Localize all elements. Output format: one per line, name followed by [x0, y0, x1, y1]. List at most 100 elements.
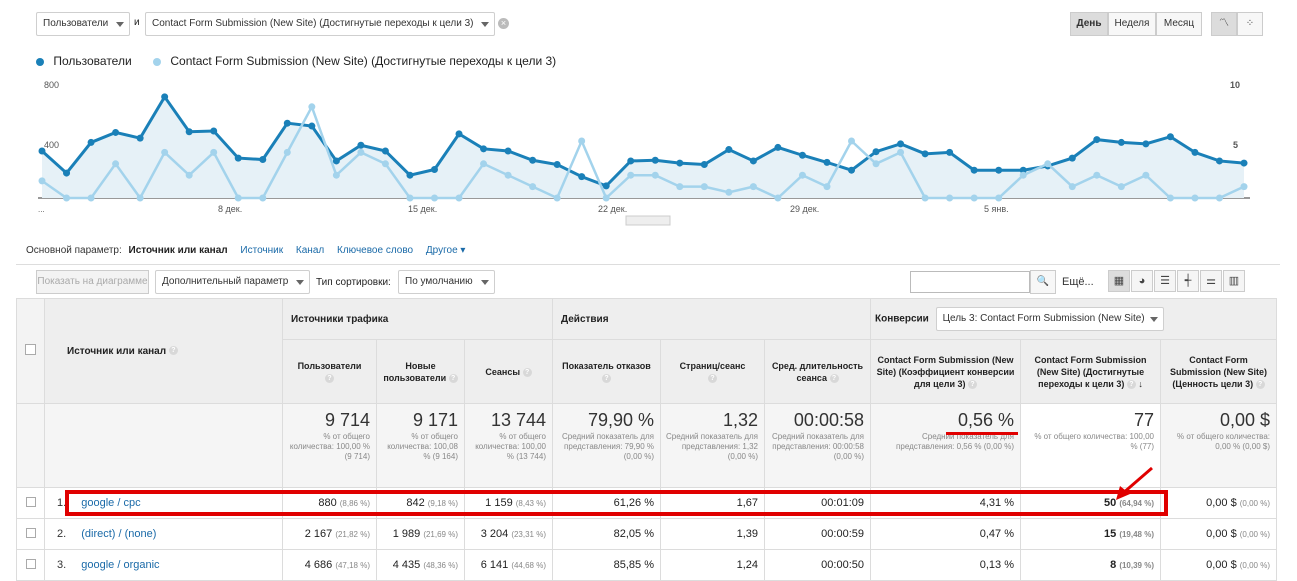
- data-point: [112, 128, 120, 136]
- row-checkbox[interactable]: [25, 527, 36, 538]
- data-point: [185, 171, 193, 179]
- total-value: 00:00:58: [793, 410, 864, 430]
- cell: 0,00 $: [1206, 528, 1237, 540]
- cell-pct: (0,00 %): [1239, 561, 1270, 570]
- search-input[interactable]: [910, 271, 1030, 293]
- cell-pct: (64,94 %): [1119, 499, 1154, 508]
- chevron-down-icon: [481, 280, 489, 285]
- data-point: [308, 103, 316, 111]
- close-icon[interactable]: ×: [498, 18, 509, 29]
- line-chart-icon[interactable]: 〽: [1211, 12, 1237, 36]
- table-row: 2. (direct) / (none) 2 167 (21,82 %) 1 9…: [16, 518, 1277, 550]
- data-point: [529, 183, 537, 191]
- select-all-checkbox[interactable]: [25, 344, 36, 355]
- col-sessions[interactable]: Сеансы ?: [464, 339, 553, 404]
- chart-collapse-handle[interactable]: [625, 215, 671, 226]
- data-point: [823, 183, 831, 191]
- highlight-underline: [946, 432, 1018, 435]
- goal-line: [41, 103, 1245, 201]
- period-week-button[interactable]: Неделя: [1108, 12, 1156, 36]
- data-point: [651, 156, 659, 164]
- col-goal-conv-rate[interactable]: Contact Form Submission (New Site) (Коэф…: [870, 339, 1021, 404]
- plot-rows-button[interactable]: Показать на диаграмме: [36, 270, 149, 294]
- data-point: [627, 171, 635, 179]
- tab-keyword[interactable]: Ключевое слово: [337, 245, 414, 256]
- sort-type-select[interactable]: По умолчанию: [398, 270, 495, 294]
- bar-view-icon[interactable]: ☰: [1154, 270, 1176, 292]
- help-icon[interactable]: ?: [602, 373, 611, 383]
- secondary-dimension-select[interactable]: Дополнительный параметр: [155, 270, 310, 294]
- search-icon[interactable]: 🔍: [1030, 270, 1056, 294]
- tab-other[interactable]: Другое ▾: [425, 245, 466, 256]
- col-pages-per-session[interactable]: Страниц/сеанс?: [660, 339, 765, 404]
- compare-view-icon[interactable]: ┽: [1177, 270, 1199, 292]
- help-icon[interactable]: ?: [325, 373, 334, 383]
- cell-pct: (21,69 %): [423, 530, 458, 539]
- help-icon[interactable]: ?: [168, 346, 178, 356]
- terms-view-icon[interactable]: ⚌: [1200, 270, 1222, 292]
- data-point: [161, 148, 169, 156]
- col-new-users[interactable]: Новые пользователи ?: [376, 339, 465, 404]
- col-label: Пользователи: [297, 360, 362, 371]
- row-checkbox[interactable]: [25, 496, 36, 507]
- data-point: [1215, 157, 1223, 165]
- col-goal-completions[interactable]: Contact Form Submission (New Site) (Дост…: [1020, 339, 1161, 404]
- data-point: [578, 173, 586, 181]
- data-point: [700, 161, 708, 169]
- row-name-link[interactable]: google / organic: [81, 559, 160, 571]
- metric1-label: Пользователи: [43, 18, 109, 29]
- period-day-button[interactable]: День: [1070, 12, 1108, 36]
- data-point: [602, 182, 610, 190]
- period-month-button[interactable]: Месяц: [1156, 12, 1202, 36]
- data-point: [332, 171, 340, 179]
- col-label: Новые пользователи: [383, 360, 447, 383]
- row-name-link[interactable]: (direct) / (none): [81, 528, 157, 540]
- help-icon[interactable]: ?: [522, 367, 532, 377]
- cell: 3 204: [480, 528, 509, 540]
- secondary-label: Дополнительный параметр: [162, 276, 289, 287]
- pivot-view-icon[interactable]: ▥: [1223, 270, 1245, 292]
- dimension-header[interactable]: Источник или канал: [67, 345, 167, 357]
- data-point: [381, 147, 389, 155]
- total-sub: % от общего количества: 100,00 % (9 714): [289, 432, 370, 461]
- tab-source[interactable]: Источник: [240, 245, 284, 256]
- row-checkbox[interactable]: [25, 558, 36, 569]
- row-name-link[interactable]: google / cpc: [81, 497, 141, 509]
- tab-source-medium[interactable]: Источник или канал: [128, 245, 228, 256]
- metric2-select[interactable]: Contact Form Submission (New Site) (Дост…: [145, 12, 495, 36]
- metric1-select[interactable]: Пользователи: [36, 12, 130, 36]
- data-point: [921, 150, 929, 158]
- data-point: [63, 194, 71, 202]
- motion-chart-icon[interactable]: ⁘: [1237, 12, 1263, 36]
- col-avg-duration[interactable]: Сред. длительность сеанса ?: [764, 339, 871, 404]
- total-value: 9 171: [412, 410, 458, 430]
- help-icon[interactable]: ?: [448, 373, 458, 383]
- help-icon[interactable]: ?: [829, 373, 839, 383]
- data-point: [897, 140, 905, 148]
- primary-dim-label: Основной параметр:: [26, 245, 122, 256]
- more-link[interactable]: Ещё...: [1062, 276, 1094, 288]
- data-point: [381, 160, 389, 168]
- x-tick: 5 янв.: [984, 204, 1009, 214]
- help-icon[interactable]: ?: [968, 379, 977, 389]
- col-goal-value[interactable]: Contact Form Submission (New Site) (Ценн…: [1160, 339, 1277, 404]
- goal-select[interactable]: Цель 3: Contact Form Submission (New Sit…: [935, 307, 1164, 331]
- data-point: [921, 194, 929, 202]
- cell-pct: (47,18 %): [335, 561, 370, 570]
- data-point: [357, 141, 365, 149]
- pie-view-icon[interactable]: ◕: [1131, 270, 1153, 292]
- data-point: [136, 134, 144, 142]
- help-icon[interactable]: ?: [1126, 379, 1136, 389]
- data-point: [946, 194, 954, 202]
- help-icon[interactable]: ?: [708, 373, 717, 383]
- tab-medium[interactable]: Канал: [295, 245, 325, 256]
- col-users[interactable]: Пользователи?: [282, 339, 377, 404]
- table-view-icon[interactable]: ▦: [1108, 270, 1130, 292]
- x-tick: 15 дек.: [408, 204, 437, 214]
- help-icon[interactable]: ?: [1255, 379, 1265, 389]
- users-area: [42, 96, 1244, 198]
- col-label: Contact Form Submission (New Site) (Коэф…: [876, 354, 1015, 389]
- data-point: [676, 183, 684, 191]
- col-bounce-rate[interactable]: Показатель отказов ?: [552, 339, 661, 404]
- data-point: [1166, 133, 1174, 141]
